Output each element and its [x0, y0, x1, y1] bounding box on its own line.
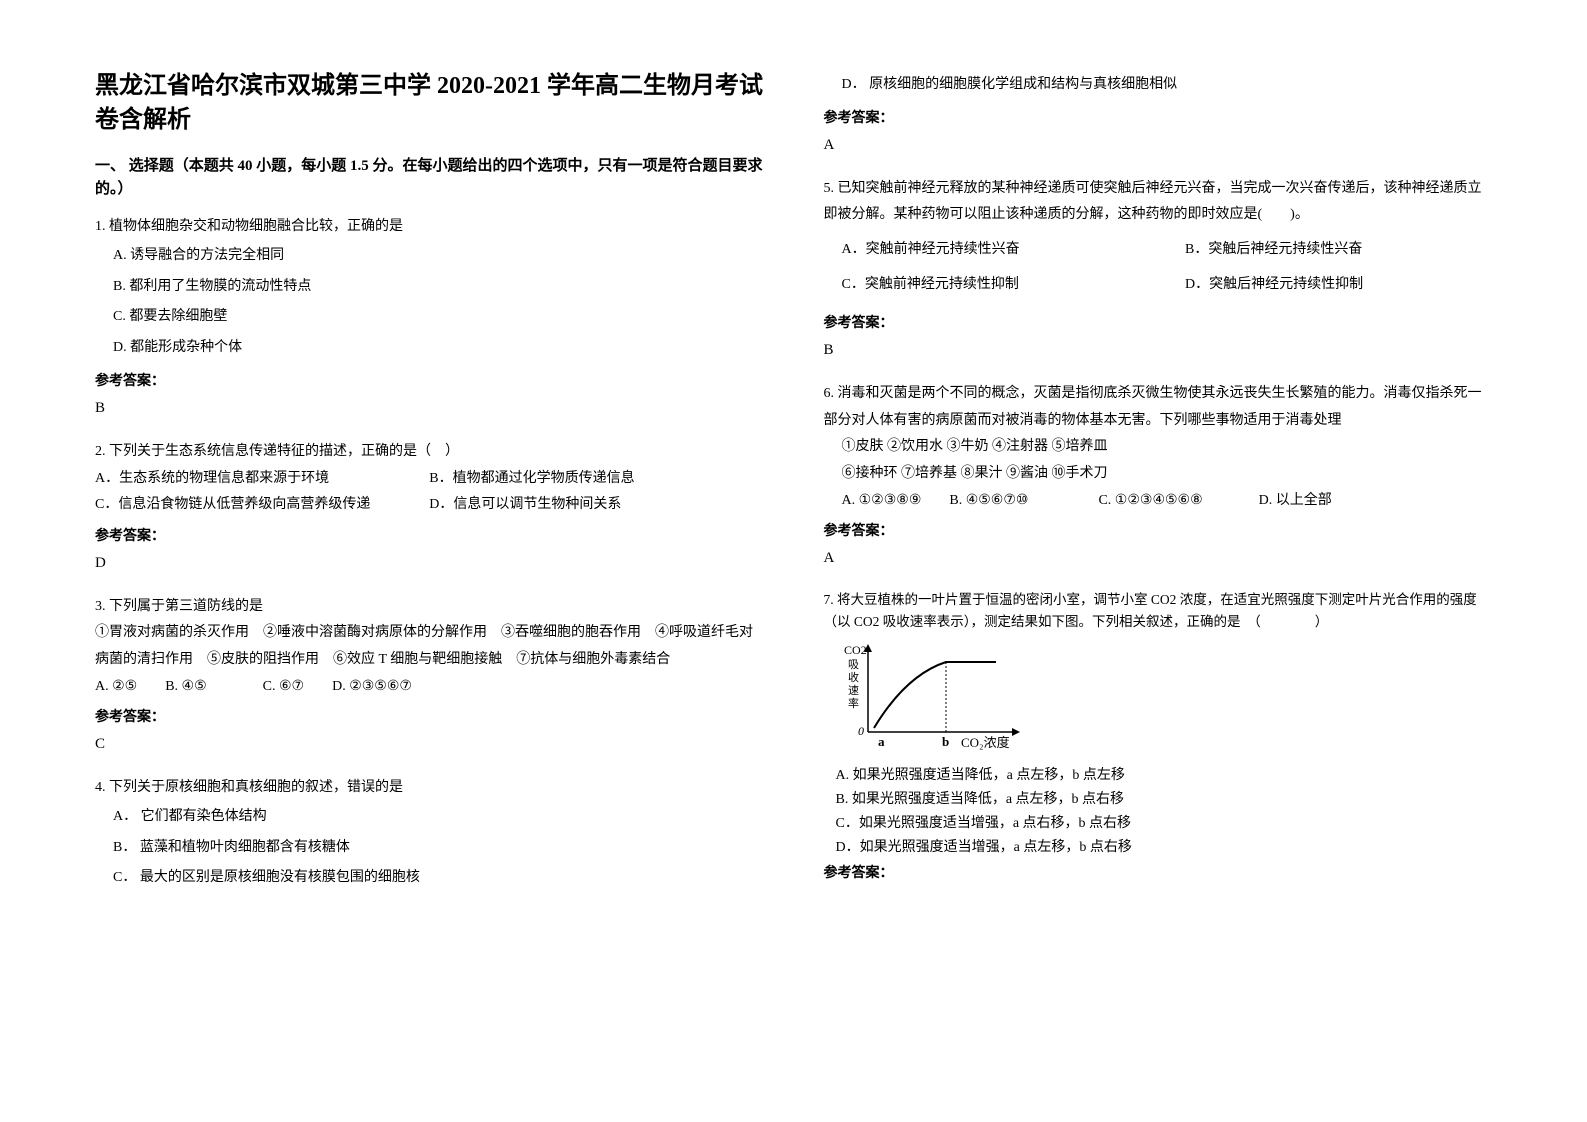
option-a: A. 诱导融合的方法完全相同	[95, 241, 764, 272]
option-b: B．植物都通过化学物质传递信息	[429, 466, 763, 493]
question-1: 1. 植物体细胞杂交和动物细胞融合比较，正确的是 A. 诱导融合的方法完全相同 …	[95, 214, 764, 431]
answer-label: 参考答案：	[824, 107, 1493, 127]
option-d: D．突触后神经元持续性抑制	[1185, 277, 1363, 292]
answer: A	[824, 550, 1493, 567]
answer: B	[95, 400, 764, 417]
right-column: D． 原核细胞的细胞膜化学组成和结构与真核细胞相似 参考答案： A 5. 已知突…	[824, 70, 1493, 1052]
option-a: A．突触前神经元持续性兴奋	[842, 237, 1182, 264]
origin-label: 0	[858, 724, 864, 738]
question-4-continued: D． 原核细胞的细胞膜化学组成和结构与真核细胞相似 参考答案： A	[824, 70, 1493, 168]
document-title: 黑龙江省哈尔滨市双城第三中学 2020-2021 学年高二生物月考试卷含解析	[95, 70, 764, 137]
question-text: 1. 植物体细胞杂交和动物细胞融合比较，正确的是	[95, 214, 764, 241]
option-c: C. 都要去除细胞壁	[95, 302, 764, 333]
x-axis-arrow	[1012, 728, 1020, 736]
option-d: D. 都能形成杂种个体	[95, 333, 764, 364]
answer-label: 参考答案：	[824, 520, 1493, 540]
answer: C	[95, 736, 764, 753]
option-a: A. 如果光照强度适当降低，a 点左移，b 点左移	[824, 764, 1493, 788]
answer-label: 参考答案：	[824, 862, 1493, 882]
curve	[874, 662, 996, 728]
answer: B	[824, 342, 1493, 359]
option-d: D． 原核细胞的细胞膜化学组成和结构与真核细胞相似	[824, 70, 1493, 101]
question-text: 7. 将大豆植株的一叶片置于恒温的密闭小室，调节小室 CO2 浓度，在适宜光照强…	[824, 589, 1493, 632]
question-items-2: ⑥接种环 ⑦培养基 ⑧果汁 ⑨酱油 ⑩手术刀	[824, 461, 1493, 488]
option-a: A． 它们都有染色体结构	[95, 802, 764, 833]
question-6: 6. 消毒和灭菌是两个不同的概念，灭菌是指彻底杀灭微生物使其永远丧失生长繁殖的能…	[824, 381, 1493, 581]
option-b: B． 蓝藻和植物叶肉细胞都含有核糖体	[95, 833, 764, 864]
option-a: A．生态系统的物理信息都来源于环境	[95, 466, 429, 493]
options-row: A. ①②③⑧⑨ B. ④⑤⑥⑦⑩ C. ①②③④⑤⑥⑧ D. 以上全部	[824, 488, 1493, 515]
section-header: 一、 选择题（本题共 40 小题，每小题 1.5 分。在每小题给出的四个选项中，…	[95, 155, 764, 200]
y-axis-label-2: 吸	[848, 659, 859, 671]
options-row: A. ②⑤ B. ④⑤ C. ⑥⑦ D. ②③⑤⑥⑦	[95, 674, 764, 701]
options-row-2: C．突触前神经元持续性抑制 D．突触后神经元持续性抑制	[824, 272, 1493, 299]
question-5: 5. 已知突触前神经元释放的某种神经递质可使突触后神经元兴奋，当完成一次兴奋传递…	[824, 176, 1493, 373]
question-items-1: ①皮肤 ②饮用水 ③牛奶 ④注射器 ⑤培养皿	[824, 434, 1493, 461]
point-b-label: b	[942, 734, 949, 749]
left-column: 黑龙江省哈尔滨市双城第三中学 2020-2021 学年高二生物月考试卷含解析 一…	[95, 70, 764, 1052]
question-items: ①胃液对病菌的杀灭作用 ②唾液中溶菌酶对病原体的分解作用 ③吞噬细胞的胞吞作用 …	[95, 620, 764, 673]
y-axis-label-4: 速	[848, 684, 859, 697]
option-c: C． 最大的区别是原核细胞没有核膜包围的细胞核	[95, 863, 764, 894]
question-text: 2. 下列关于生态系统信息传递特征的描述，正确的是（ ）	[95, 439, 764, 466]
y-axis-label-3: 收	[848, 670, 859, 684]
x-axis-label: CO₂浓度	[961, 735, 1010, 750]
point-a-label: a	[878, 734, 885, 749]
answer-label: 参考答案：	[95, 370, 764, 390]
option-b: B．突触后神经元持续性兴奋	[1185, 242, 1362, 257]
option-c: C．突触前神经元持续性抑制	[842, 272, 1182, 299]
question-text: 3. 下列属于第三道防线的是	[95, 594, 764, 621]
answer-label: 参考答案：	[824, 312, 1493, 332]
answer: D	[95, 555, 764, 572]
option-d: D．如果光照强度适当增强，a 点左移，b 点右移	[824, 836, 1493, 860]
question-text: 6. 消毒和灭菌是两个不同的概念，灭菌是指彻底杀灭微生物使其永远丧失生长繁殖的能…	[824, 381, 1493, 434]
option-d: D．信息可以调节生物种间关系	[429, 492, 763, 519]
chart: CO2 吸 收 速 率 0 a b CO₂浓度	[836, 640, 1493, 760]
options-grid: A．生态系统的物理信息都来源于环境 B．植物都通过化学物质传递信息 C．信息沿食…	[95, 466, 764, 519]
option-c: C．如果光照强度适当增强，a 点右移，b 点右移	[824, 812, 1493, 836]
question-4: 4. 下列关于原核细胞和真核细胞的叙述，错误的是 A． 它们都有染色体结构 B．…	[95, 775, 764, 894]
question-2: 2. 下列关于生态系统信息传递特征的描述，正确的是（ ） A．生态系统的物理信息…	[95, 439, 764, 586]
answer-label: 参考答案：	[95, 525, 764, 545]
y-axis-label-1: CO2	[844, 643, 867, 657]
co2-chart-svg: CO2 吸 收 速 率 0 a b CO₂浓度	[836, 640, 1036, 755]
options-row-1: A．突触前神经元持续性兴奋 B．突触后神经元持续性兴奋	[824, 237, 1493, 264]
option-c: C．信息沿食物链从低营养级向高营养级传递	[95, 492, 429, 519]
answer-label: 参考答案：	[95, 706, 764, 726]
y-axis-label-5: 率	[848, 696, 859, 710]
option-b: B. 都利用了生物膜的流动性特点	[95, 272, 764, 303]
question-3: 3. 下列属于第三道防线的是 ①胃液对病菌的杀灭作用 ②唾液中溶菌酶对病原体的分…	[95, 594, 764, 767]
question-7: 7. 将大豆植株的一叶片置于恒温的密闭小室，调节小室 CO2 浓度，在适宜光照强…	[824, 589, 1493, 891]
answer: A	[824, 137, 1493, 154]
option-b: B. 如果光照强度适当降低，a 点左移，b 点右移	[824, 788, 1493, 812]
question-text: 4. 下列关于原核细胞和真核细胞的叙述，错误的是	[95, 775, 764, 802]
question-text: 5. 已知突触前神经元释放的某种神经递质可使突触后神经元兴奋，当完成一次兴奋传递…	[824, 176, 1493, 229]
